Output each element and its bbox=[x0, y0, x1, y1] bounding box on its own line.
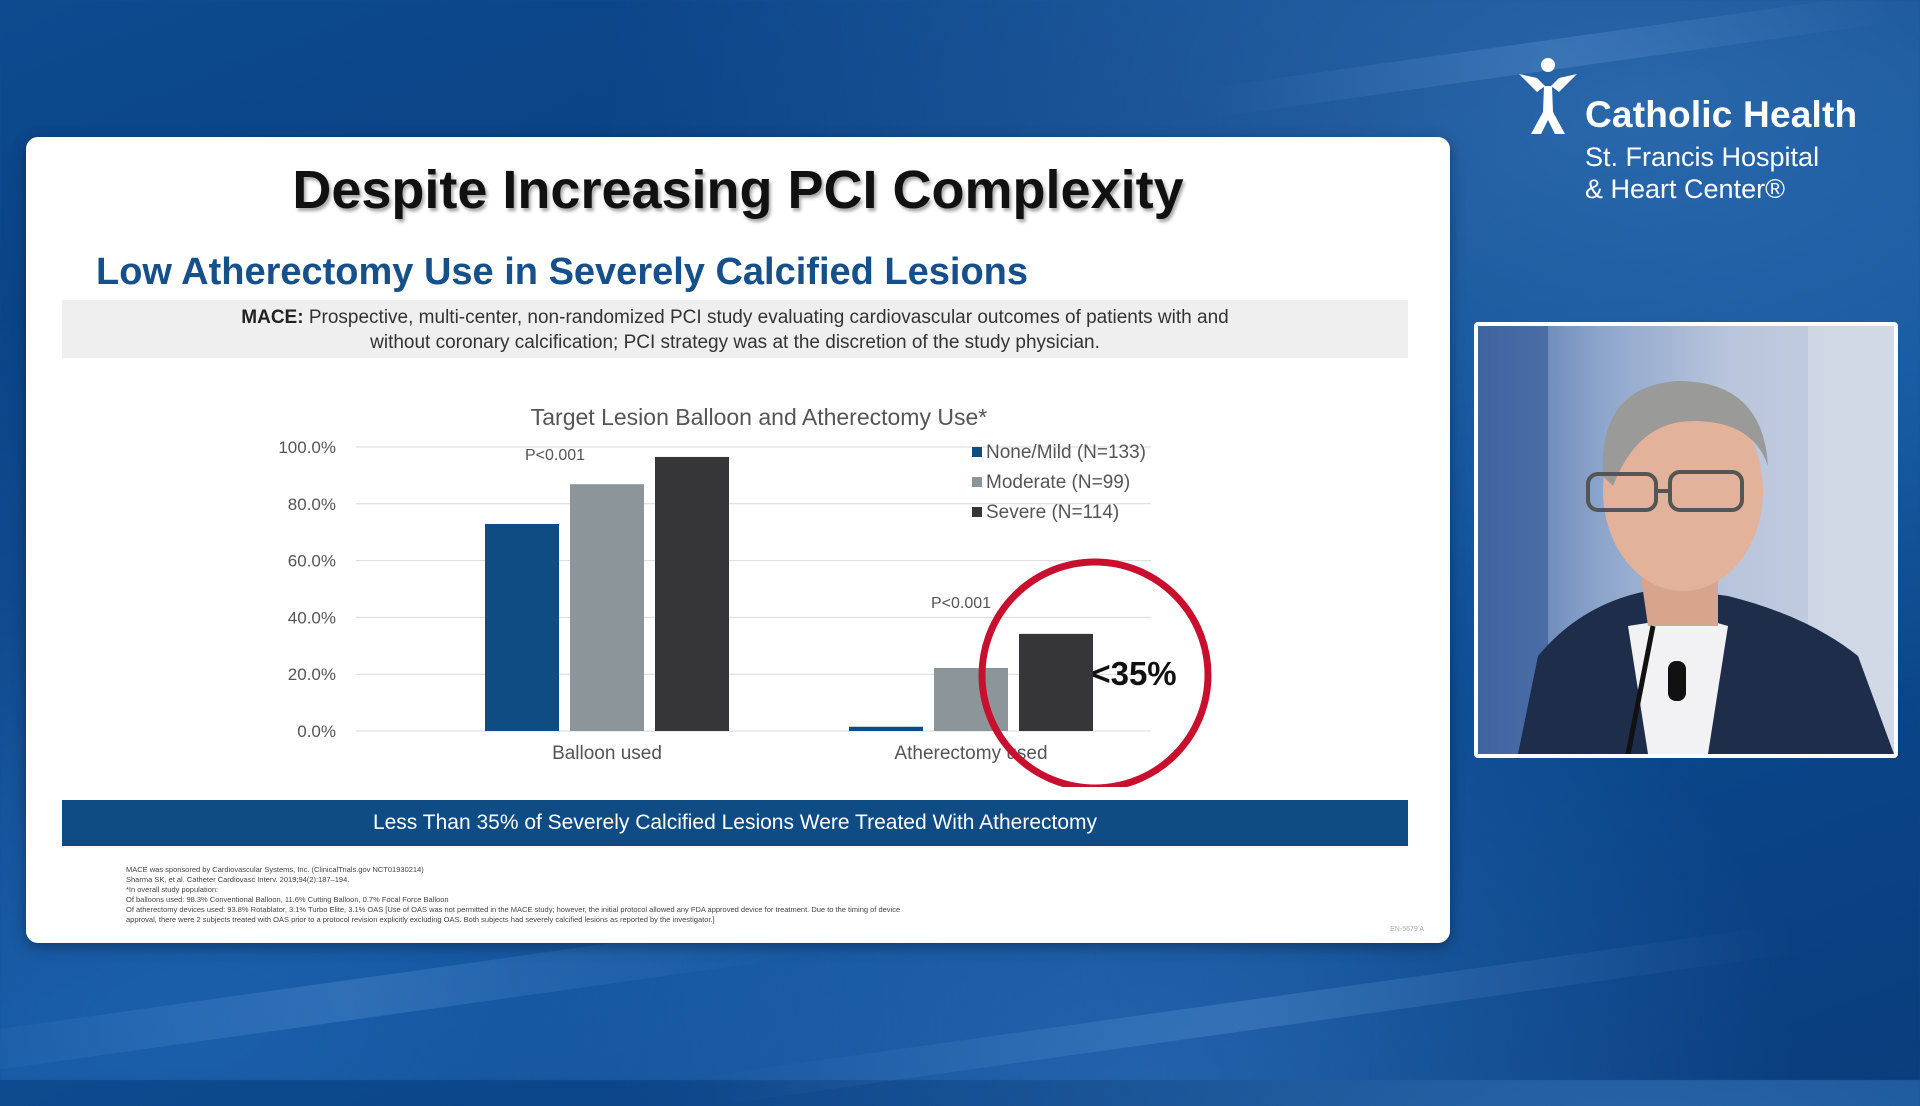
chart-title: Target Lesion Balloon and Atherectomy Us… bbox=[531, 404, 987, 430]
logo-org-name: Catholic Health bbox=[1585, 94, 1858, 135]
x-tick-label: Balloon used bbox=[552, 743, 662, 764]
highlight-circle bbox=[978, 558, 1212, 787]
footnote-line: *In overall study population: bbox=[126, 885, 219, 894]
catholic-health-cross-icon bbox=[1519, 58, 1577, 134]
legend-label: None/Mild (N=133) bbox=[986, 442, 1146, 463]
y-axis: 100.0% 80.0% 60.0% 40.0% 20.0% 0.0% bbox=[278, 438, 336, 741]
catholic-health-logo: Catholic Health St. Francis Hospital & H… bbox=[1515, 56, 1858, 206]
slide-subtitle: Low Atherectomy Use in Severely Calcifie… bbox=[96, 251, 1029, 293]
bar bbox=[1019, 633, 1093, 731]
p-value-label: P<0.001 bbox=[931, 595, 991, 612]
legend-swatch bbox=[972, 477, 982, 487]
legend-label: Moderate (N=99) bbox=[986, 472, 1130, 493]
bar bbox=[570, 484, 644, 731]
y-tick-label: 100.0% bbox=[278, 438, 336, 457]
bar bbox=[934, 667, 1008, 731]
presentation-slide: Despite Increasing PCI Complexity Low At… bbox=[26, 137, 1450, 943]
footnote-line: Of balloons used: 98.3% Conventional Bal… bbox=[126, 895, 449, 904]
footnotes: MACE was sponsored by Cardiovascular Sys… bbox=[126, 865, 1106, 925]
chart-bars bbox=[485, 456, 1093, 731]
logo-heart-center: & Heart Center® bbox=[1585, 174, 1785, 204]
conclusion-banner: Less Than 35% of Severely Calcified Lesi… bbox=[62, 800, 1408, 846]
mace-text-line1: Prospective, multi-center, non-randomize… bbox=[308, 307, 1229, 328]
footnote-line: Of atherectomy devices used: 93.8% Rotab… bbox=[126, 905, 901, 914]
footnote-line: Sharma SK, et al. Catheter Cardiovasc In… bbox=[126, 875, 350, 884]
speaker-video bbox=[1474, 322, 1898, 758]
legend-label: Severe (N=114) bbox=[986, 502, 1119, 523]
bar bbox=[485, 523, 559, 731]
mace-label: MACE: bbox=[241, 307, 304, 328]
bar bbox=[849, 726, 923, 731]
callout-label: <35% bbox=[1091, 655, 1176, 692]
p-value-label: P<0.001 bbox=[525, 447, 585, 464]
mace-text-line2: without coronary calcification; PCI stra… bbox=[370, 332, 1100, 353]
y-tick-label: 0.0% bbox=[297, 722, 336, 741]
logo-hospital-name: St. Francis Hospital bbox=[1585, 142, 1820, 172]
legend-swatch bbox=[972, 447, 982, 457]
y-tick-label: 40.0% bbox=[288, 608, 336, 627]
slide-title: Despite Increasing PCI Complexity bbox=[292, 160, 1184, 220]
footnote-line: approval, there were 2 subjects treated … bbox=[126, 915, 715, 924]
bar bbox=[655, 456, 729, 731]
y-tick-label: 80.0% bbox=[288, 495, 336, 514]
footnote-line: MACE was sponsored by Cardiovascular Sys… bbox=[126, 865, 424, 874]
y-tick-label: 60.0% bbox=[288, 552, 336, 571]
speaker-image bbox=[1478, 326, 1894, 754]
legend-swatch bbox=[972, 507, 982, 517]
chart-legend: None/Mild (N=133) Moderate (N=99) Severe (… bbox=[972, 442, 1146, 523]
x-axis: Balloon used Atherectomy used bbox=[552, 743, 1048, 764]
chart-annotations: P<0.001 P<0.001 <35% bbox=[525, 447, 1212, 787]
slide-code: EN-5679 A bbox=[1390, 926, 1424, 933]
study-description-box: MACE: Prospective, multi-center, non-ran… bbox=[62, 300, 1408, 358]
y-tick-label: 20.0% bbox=[288, 665, 336, 684]
bar-chart: 100.0% 80.0% 60.0% 40.0% 20.0% 0.0% Balloon u… bbox=[278, 404, 1212, 787]
